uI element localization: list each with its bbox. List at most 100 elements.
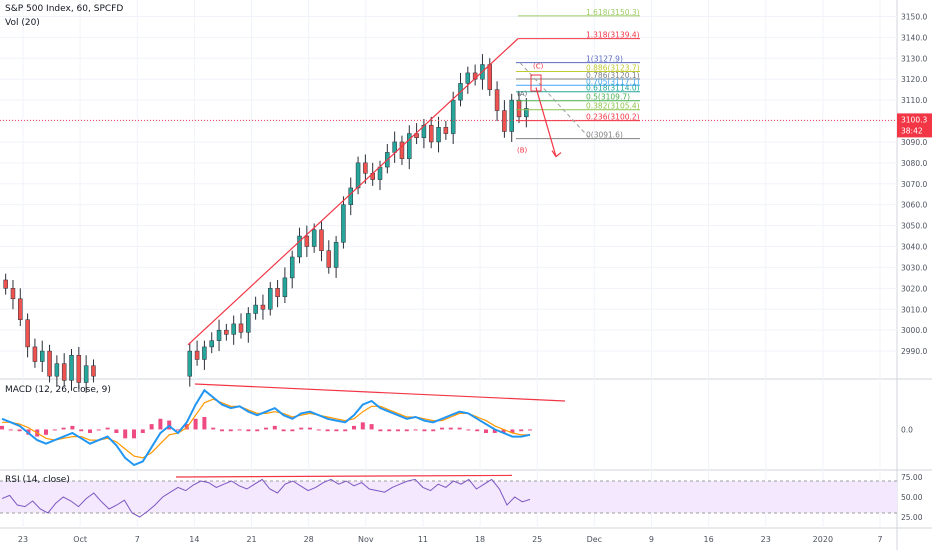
x-tick-label: 18 <box>475 535 485 544</box>
macd-hist-bar <box>448 427 453 430</box>
candle-body <box>297 235 302 258</box>
macd-hist-bar <box>404 429 409 432</box>
last-price-label: 3100.3 <box>901 115 927 124</box>
candle-body <box>289 256 295 279</box>
macd-hist-bar <box>272 425 277 430</box>
macd-hist-bar <box>202 417 207 430</box>
candle-body <box>246 313 251 333</box>
macd-hist-bar <box>176 429 180 431</box>
c-box <box>530 74 542 92</box>
candle-body <box>224 329 229 335</box>
macd-hist-bar <box>281 429 286 432</box>
macd-hist-bar <box>528 429 532 431</box>
macd-hist-bar <box>431 429 436 432</box>
fib-label: 0.886(3123.7) <box>586 63 640 72</box>
fib-label: 0.618(3114.0) <box>586 84 640 93</box>
macd-hist-bar <box>8 429 13 431</box>
price-tick-label: 3070.0 <box>901 180 927 189</box>
candle-body <box>3 279 8 289</box>
candle-body <box>39 350 45 362</box>
price-tick-label: 3050.0 <box>901 222 927 231</box>
x-tick-label: 21 <box>246 535 256 544</box>
candle-body <box>47 350 52 377</box>
macd-hist-bar <box>466 429 471 431</box>
macd-trend-line <box>194 383 566 402</box>
rsi-line <box>1 478 531 518</box>
rsi-tick-label: 50.00 <box>901 493 923 502</box>
price-tick-label: 3030.0 <box>901 263 927 272</box>
candle-body <box>83 365 89 383</box>
macd-hist-bar <box>228 429 233 432</box>
candle-body <box>414 133 419 139</box>
macd-hist-bar <box>220 429 224 432</box>
macd-hist-bar <box>290 429 295 432</box>
candle-body <box>202 346 207 360</box>
price-tick-label: 3020.0 <box>901 284 927 293</box>
macd-hist-bar <box>0 425 4 430</box>
macd-hist-bar <box>211 427 216 430</box>
price-tick-label: 3080.0 <box>901 159 927 168</box>
macd-signal-line <box>2 398 530 459</box>
arrow-head <box>551 150 562 158</box>
price-tick-label: 3090.0 <box>901 138 927 147</box>
price-tick-label: 3140.0 <box>901 33 927 42</box>
candle-body <box>311 229 317 247</box>
macd-title: MACD (12, 26, close, 9) <box>5 385 111 395</box>
macd-hist-bar <box>149 424 154 430</box>
candle-body <box>194 350 200 360</box>
macd-hist-bar <box>70 425 75 430</box>
macd-hist-bar <box>378 429 383 432</box>
macd-hist-bar <box>114 429 119 433</box>
x-tick-label: 9 <box>649 535 654 544</box>
candle-body <box>399 141 405 159</box>
candle-body <box>91 365 96 377</box>
fib-label: 1.318(3139.4) <box>586 31 640 40</box>
price-tick-label: 3040.0 <box>901 243 927 252</box>
x-tick-label: Dec <box>587 535 602 544</box>
candle-body <box>363 162 368 174</box>
candle-body <box>260 304 266 310</box>
macd-hist-bar <box>484 429 488 433</box>
x-tick-label: 23 <box>18 535 28 544</box>
candle-body <box>428 124 434 143</box>
price-tick-label: 3010.0 <box>901 305 927 314</box>
macd-hist-bar <box>264 427 268 430</box>
x-tick-label: 23 <box>761 535 771 544</box>
macd-hist-bar <box>519 429 524 432</box>
rsi-tick-label: 25.00 <box>901 513 923 522</box>
rsi-band <box>0 481 897 513</box>
x-tick-label: 25 <box>532 535 542 544</box>
rsi-tick-label: 75.00 <box>901 473 923 482</box>
main-title: S&P 500 Index, 60, SPCFD <box>5 4 124 14</box>
candle-body <box>69 355 74 381</box>
macd-hist-bar <box>299 427 304 430</box>
candle-body <box>187 350 193 377</box>
macd-hist-bar <box>44 429 48 435</box>
candle-body <box>268 288 273 310</box>
macd-hist-bar <box>457 427 462 430</box>
candle-body <box>238 323 244 333</box>
fib-label: 0.236(3100.2) <box>586 113 640 122</box>
macd-tick-label: 0.0 <box>901 425 913 434</box>
candle-body <box>436 127 441 143</box>
fib-label: 0.382(3105.4) <box>586 102 640 111</box>
macd-hist-bar <box>61 427 66 430</box>
macd-hist-bar <box>193 418 198 430</box>
candle-body <box>524 108 529 118</box>
x-tick-label: Oct <box>73 535 87 544</box>
fib-label: 0(3091.6) <box>586 131 623 140</box>
macd-hist-bar <box>492 429 497 433</box>
projection-arrow <box>535 87 557 157</box>
fib-label: 0.5(3109.7) <box>586 93 630 102</box>
macd-hist-bar <box>387 429 392 432</box>
fib-label: 0.705(3117.1) <box>586 77 640 86</box>
candle-body <box>326 250 332 268</box>
macd-hist-bar <box>52 429 57 431</box>
macd-hist-bar <box>352 425 356 430</box>
wave-label-b: (B) <box>517 146 528 154</box>
macd-hist-bar <box>440 427 444 430</box>
x-tick-label: 7 <box>877 535 882 544</box>
macd-hist-bar <box>316 429 321 431</box>
macd-hist-bar <box>422 429 427 432</box>
